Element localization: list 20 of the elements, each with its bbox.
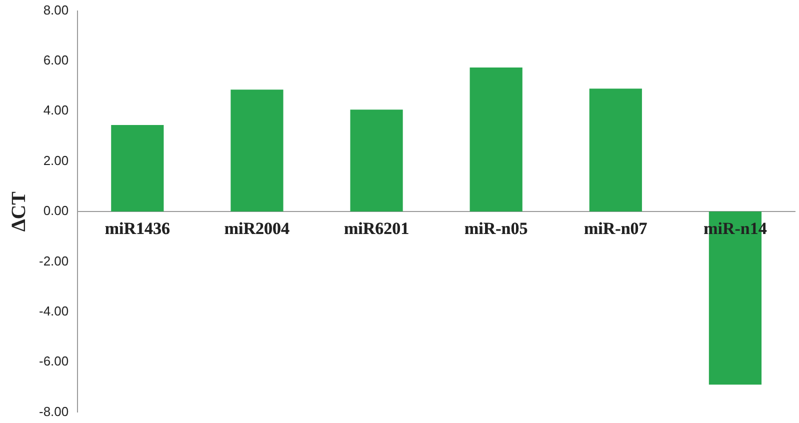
y-tick-label: 8.00 bbox=[43, 2, 69, 18]
y-tick-label: 6.00 bbox=[43, 52, 69, 68]
bar bbox=[111, 124, 164, 212]
bar bbox=[230, 90, 284, 212]
bar bbox=[589, 88, 642, 212]
x-tick-label: miR-n07 bbox=[584, 219, 648, 238]
x-tick-label: miR-n05 bbox=[464, 219, 528, 238]
bar bbox=[350, 110, 403, 212]
y-tick-label: -8.00 bbox=[38, 404, 69, 419]
y-axis-title: ∆CT bbox=[8, 190, 30, 232]
x-tick-label: miR2004 bbox=[224, 219, 290, 238]
bar bbox=[470, 68, 522, 212]
y-tick-label: -6.00 bbox=[38, 354, 69, 369]
y-tick-label: -4.00 bbox=[38, 303, 69, 318]
x-tick-label: miR6201 bbox=[344, 219, 410, 238]
y-tick-label: -2.00 bbox=[38, 253, 69, 268]
x-tick-label: miR1436 bbox=[104, 219, 170, 238]
y-tick-label: 4.00 bbox=[43, 102, 69, 118]
y-tick-label: 2.00 bbox=[43, 152, 69, 168]
y-tick-label: 0.00 bbox=[43, 203, 69, 218]
